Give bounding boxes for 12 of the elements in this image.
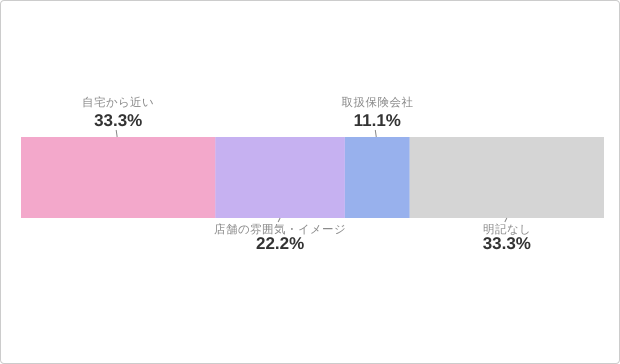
data-label: 22.2% — [256, 234, 304, 253]
series-label: 明記なし — [482, 223, 531, 236]
bar — [215, 137, 345, 218]
bar — [410, 137, 604, 218]
text: 取扱保険会社 — [341, 97, 414, 109]
bar — [344, 137, 410, 218]
series-label: 店舗の雰囲気・イメージ — [214, 222, 346, 236]
data-label: 33.3% — [94, 111, 142, 130]
data-label: 11.1% — [354, 111, 401, 130]
text: 自宅から近い — [82, 97, 154, 109]
data-label: 33.3% — [482, 234, 531, 253]
bar — [21, 137, 216, 218]
